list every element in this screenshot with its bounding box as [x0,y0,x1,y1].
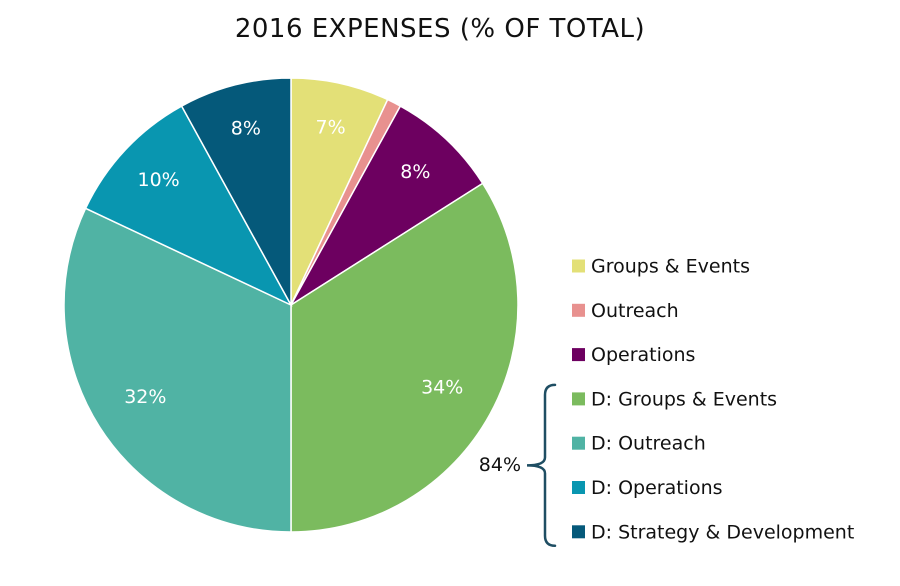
pie-slice-d-groups-and-events [290,182,519,533]
legend-swatch-d-strategy-and-development [572,525,585,539]
legend-swatch-d-groups-and-events [572,392,585,406]
legend-swatch-groups-and-events [572,259,585,273]
bracket-brace [526,383,557,548]
legend-item-d-operations: D: Operations [572,477,723,499]
pie-slice-d-operations [84,105,293,307]
bracket-total-label: 84% [479,454,521,476]
legend-label-groups-and-events: Groups & Events [591,256,750,278]
legend-bracket: 84% [479,383,557,548]
data-label-d-strategy-and-development: 8% [231,118,261,140]
pie-slices [63,77,519,533]
data-label-operations: 8% [400,161,430,183]
legend-label-d-groups-and-events: D: Groups & Events [591,388,777,410]
pie-slice-d-strategy-and-development [180,77,292,306]
legend: Groups & Events Outreach Operations D: Grou… [572,256,854,543]
pie-slice-labels: 7% 8% 34% 32% 10% 8% [124,116,463,408]
data-label-groups-and-events: 7% [316,116,346,138]
data-label-d-outreach: 32% [124,386,166,408]
chart-title: 2016 EXPENSES (% OF TOTAL) [234,14,646,44]
data-label-d-groups-and-events: 34% [421,377,463,399]
legend-label-operations: Operations [591,344,695,366]
legend-swatch-d-outreach [572,436,585,450]
legend-swatch-outreach [572,303,585,317]
legend-item-groups-and-events: Groups & Events [572,256,750,278]
legend-item-operations: Operations [572,344,695,366]
legend-swatch-d-operations [572,481,585,494]
legend-item-outreach: Outreach [572,300,679,322]
legend-item-d-strategy-and-development: D: Strategy & Development [572,521,854,543]
legend-item-d-outreach: D: Outreach [572,433,706,455]
legend-label-outreach: Outreach [591,300,679,322]
pie-slice-operations [290,105,484,306]
legend-label-d-strategy-and-development: D: Strategy & Development [591,521,854,543]
data-label-d-operations: 10% [138,169,180,191]
legend-label-d-operations: D: Operations [591,477,723,499]
legend-swatch-operations [572,348,585,362]
pie-slice-d-outreach [63,207,292,533]
legend-label-d-outreach: D: Outreach [591,433,706,455]
legend-item-d-groups-and-events: D: Groups & Events [572,388,777,410]
